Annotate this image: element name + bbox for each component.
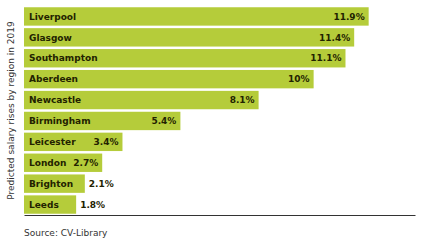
category-label: Brighton [29, 179, 73, 189]
axis-line [25, 215, 416, 216]
bar [24, 195, 76, 213]
data-labels: 1.8% 2.1% 2.7% 3.4% 5.4% 8.1% 10% 11.1% 11.4% 11.… [73, 12, 364, 210]
category-label: Birmingham [29, 116, 91, 126]
data-label: 2.1% [89, 179, 114, 189]
data-label: 11.1% [310, 53, 341, 63]
bar [24, 154, 102, 172]
bar [24, 49, 345, 67]
y-axis-label: Predicted salary rises by region in 2019 [6, 21, 16, 200]
value-axis [25, 215, 416, 216]
data-label: 8.1% [230, 95, 255, 105]
data-label: 10% [288, 74, 310, 84]
chart: Leeds Brighton London Leicester Birmingham Ne… [0, 0, 425, 241]
category-label: Southampton [29, 53, 98, 63]
category-label: Leicester [29, 137, 76, 147]
bar [24, 28, 354, 46]
category-label: Glasgow [29, 33, 72, 43]
bars [24, 7, 369, 213]
data-label: 2.7% [73, 158, 98, 168]
category-label: Aberdeen [29, 74, 78, 84]
category-label: Newcastle [29, 95, 81, 105]
bar [24, 91, 259, 109]
bar [24, 70, 314, 88]
plot: Leeds Brighton London Leicester Birmingham Ne… [24, 7, 416, 215]
bar [24, 112, 180, 130]
category-label: Liverpool [29, 12, 76, 22]
data-label: 1.8% [80, 200, 105, 210]
category-label: Leeds [29, 200, 59, 210]
bar [24, 7, 369, 25]
data-label: 5.4% [151, 116, 176, 126]
bar [24, 174, 85, 192]
data-label: 3.4% [94, 137, 119, 147]
bar [24, 133, 122, 151]
data-label: 11.4% [319, 33, 350, 43]
category-label: London [29, 158, 66, 168]
category-labels: Leeds Brighton London Leicester Birmingham Ne… [29, 12, 98, 210]
data-label: 11.9% [333, 12, 364, 22]
source-note: Source: CV-Library [24, 228, 108, 238]
